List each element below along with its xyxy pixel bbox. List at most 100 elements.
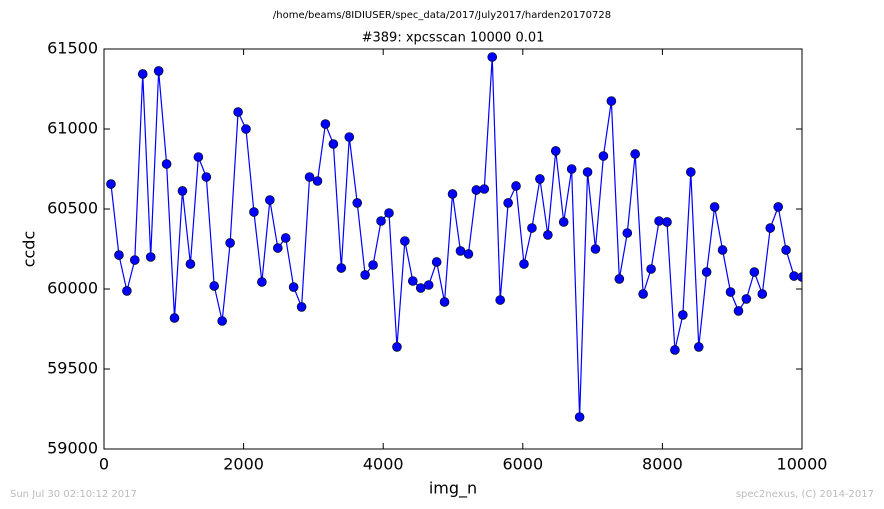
point xyxy=(511,181,521,191)
point xyxy=(352,198,363,208)
series-line xyxy=(110,56,802,418)
y-tick-label: 61000 xyxy=(47,119,98,138)
point xyxy=(455,246,466,256)
point xyxy=(201,172,212,182)
point xyxy=(129,255,140,265)
point xyxy=(384,208,394,218)
point xyxy=(193,152,204,162)
point xyxy=(797,272,802,282)
point xyxy=(789,271,799,281)
y-tick-label: 59000 xyxy=(47,439,98,458)
point xyxy=(439,297,450,307)
point xyxy=(574,412,585,422)
point xyxy=(693,342,704,352)
point xyxy=(137,69,148,79)
point xyxy=(328,139,339,149)
point xyxy=(606,96,617,106)
point xyxy=(463,249,474,259)
point xyxy=(709,202,720,212)
point xyxy=(757,289,768,299)
point xyxy=(344,132,355,142)
point xyxy=(701,267,712,277)
point xyxy=(622,228,633,238)
point xyxy=(543,230,553,240)
credit: spec2nexus, (C) 2014-2017 xyxy=(736,489,874,500)
point xyxy=(233,107,243,117)
point xyxy=(304,172,315,182)
y-tick-label: 61500 xyxy=(47,39,98,58)
point xyxy=(558,217,569,227)
point xyxy=(312,176,323,186)
y-tick-label: 60000 xyxy=(47,279,98,298)
point xyxy=(209,281,220,291)
point xyxy=(225,238,235,248)
point xyxy=(336,263,347,273)
y-tick-label: 60500 xyxy=(47,199,98,218)
x-tick-label: 10000 xyxy=(777,455,828,474)
point xyxy=(447,189,458,199)
x-tick-label: 6000 xyxy=(502,455,543,474)
point xyxy=(320,119,331,129)
point xyxy=(717,245,728,255)
point xyxy=(296,302,307,312)
point xyxy=(392,342,402,352)
point xyxy=(749,267,760,277)
chart-title: #389: xpcsscan 10000 0.01 xyxy=(362,31,545,46)
point xyxy=(662,217,672,227)
point xyxy=(249,207,259,217)
point xyxy=(169,313,180,323)
point xyxy=(280,233,291,243)
point xyxy=(122,286,132,296)
point xyxy=(566,164,577,174)
point xyxy=(376,216,386,226)
point xyxy=(670,345,680,355)
point xyxy=(487,52,498,62)
point xyxy=(479,184,490,194)
point xyxy=(773,202,783,212)
point xyxy=(145,252,156,262)
point xyxy=(725,287,736,297)
suptitle: /home/beams/8IDIUSER/spec_data/2017/July… xyxy=(273,10,611,21)
point xyxy=(114,250,124,260)
point xyxy=(177,186,188,196)
point xyxy=(106,179,116,189)
point xyxy=(273,243,283,253)
x-tick-label: 8000 xyxy=(642,455,683,474)
point xyxy=(741,294,752,304)
y-tick-label: 59500 xyxy=(47,359,98,378)
y-axis-label: ccdc xyxy=(20,231,39,268)
point xyxy=(423,280,434,290)
point xyxy=(535,174,545,184)
point xyxy=(400,236,410,246)
point xyxy=(288,282,299,292)
point xyxy=(495,295,505,305)
point xyxy=(630,149,640,159)
x-tick-label: 2000 xyxy=(223,455,264,474)
point xyxy=(241,124,251,134)
point xyxy=(678,310,688,320)
point xyxy=(257,277,267,287)
point xyxy=(265,195,275,205)
point xyxy=(654,216,664,226)
point xyxy=(503,198,513,208)
point xyxy=(471,185,482,195)
point xyxy=(765,223,776,233)
point xyxy=(415,283,426,293)
x-tick-label: 0 xyxy=(99,455,109,474)
plot-frame xyxy=(103,48,803,450)
point xyxy=(527,223,537,233)
point xyxy=(550,146,561,156)
x-tick-label: 4000 xyxy=(363,455,404,474)
point xyxy=(217,316,227,326)
point xyxy=(614,274,625,284)
timestamp: Sun Jul 30 02:10:12 2017 xyxy=(10,489,137,500)
x-axis-label: img_n xyxy=(429,479,477,499)
point xyxy=(519,259,529,269)
point xyxy=(185,259,196,269)
point xyxy=(407,276,418,286)
point xyxy=(733,306,744,316)
point xyxy=(360,270,370,280)
point xyxy=(161,159,172,169)
point xyxy=(638,289,648,299)
